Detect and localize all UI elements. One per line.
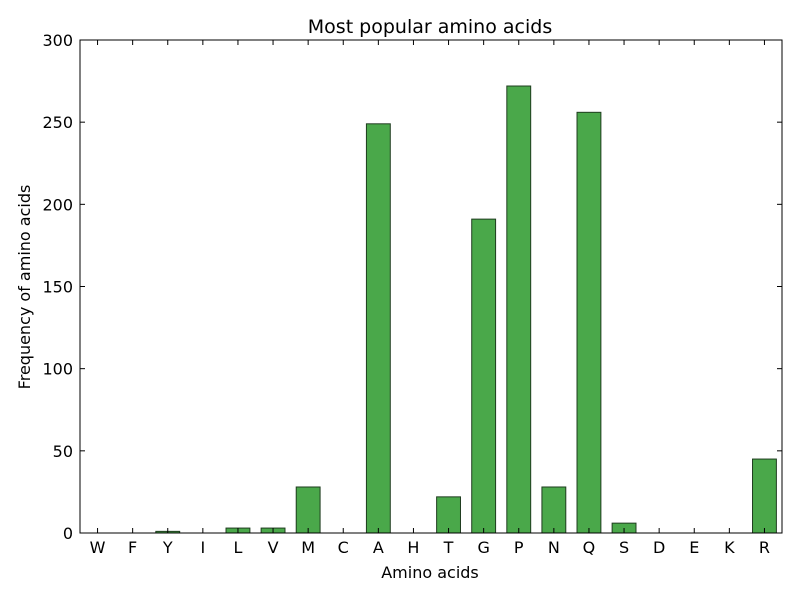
x-tick-label-R: R (759, 538, 770, 557)
x-tick-label-M: M (301, 538, 315, 557)
y-axis-ticks: 0 50 100 150 200 250 300 (42, 31, 782, 543)
bar-R (752, 458, 777, 534)
y-tick-label-200: 200 (42, 195, 73, 214)
bar-M (295, 486, 321, 534)
bar-T (436, 496, 461, 534)
y-tick-label-250: 250 (42, 113, 73, 132)
y-tick-label-50: 50 (53, 442, 73, 461)
x-tick-label-V: V (268, 538, 279, 557)
y-axis-label: Frequency of amino acids (15, 185, 34, 390)
x-tick-label-N: N (548, 538, 560, 557)
bar-A (365, 123, 391, 534)
x-tick-label-D: D (653, 538, 665, 557)
x-tick-label-H: H (407, 538, 419, 557)
y-tick-label-300: 300 (42, 31, 73, 50)
x-tick-label-G: G (477, 538, 489, 557)
y-tick-label-0: 0 (63, 524, 73, 543)
x-tick-label-I: I (200, 538, 205, 557)
x-tick-label-Q: Q (583, 538, 596, 557)
x-tick-label-E: E (689, 538, 699, 557)
x-tick-label-A: A (373, 538, 384, 557)
bar-P (506, 85, 532, 534)
chart-title: Most popular amino acids (308, 16, 552, 38)
plot-frame (79, 39, 783, 534)
bar-N (541, 486, 567, 534)
bar-Q (576, 111, 602, 534)
y-tick-label-150: 150 (42, 278, 73, 297)
x-tick-label-L: L (233, 538, 242, 557)
x-tick-label-F: F (128, 538, 137, 557)
x-tick-label-K: K (724, 538, 735, 557)
x-axis-label: Amino acids (381, 563, 479, 582)
bar-G (471, 218, 497, 534)
y-tick-label-100: 100 (42, 360, 73, 379)
x-tick-label-W: W (90, 538, 106, 557)
x-tick-label-P: P (514, 538, 524, 557)
x-tick-label-T: T (443, 538, 454, 557)
bars-group (155, 85, 777, 534)
x-tick-label-Y: Y (162, 538, 173, 557)
x-tick-label-S: S (619, 538, 629, 557)
x-tick-label-C: C (338, 538, 349, 557)
